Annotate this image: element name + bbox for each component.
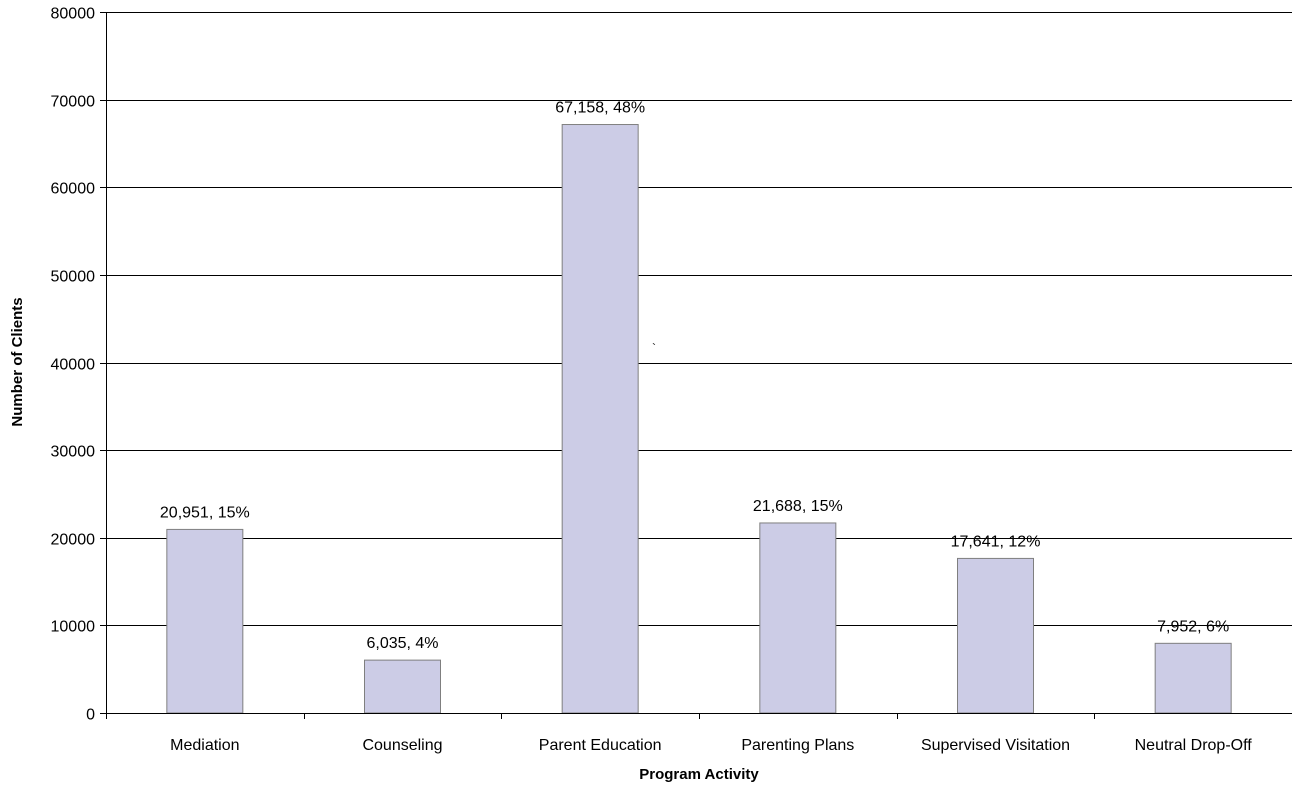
x-tick-label: Mediation: [170, 737, 239, 754]
y-tick-label: 80000: [51, 6, 96, 23]
data-label: 6,035, 4%: [366, 635, 438, 652]
x-tick-label: Supervised Visitation: [921, 737, 1070, 754]
bar: [1154, 642, 1232, 714]
data-label: 7,952, 6%: [1157, 618, 1229, 635]
data-label: 17,641, 12%: [951, 533, 1041, 550]
bar: [561, 124, 639, 714]
stray-mark: `: [652, 341, 656, 355]
bar: [166, 528, 244, 714]
data-label: 21,688, 15%: [753, 498, 843, 515]
y-tick-label: 0: [86, 707, 95, 724]
data-label: 20,951, 15%: [160, 504, 250, 521]
y-tick-label: 40000: [51, 357, 96, 374]
y-tick-label: 70000: [51, 94, 96, 111]
bar: [957, 557, 1034, 714]
x-tick-label: Counseling: [362, 737, 442, 754]
y-tick-label: 20000: [51, 532, 96, 549]
gridlines: [106, 12, 1292, 626]
labels: 0 10000 20000 30000 40000 50000 60000 70000 8000…: [51, 6, 1253, 755]
axes: [100, 12, 1292, 719]
bar: [364, 659, 441, 714]
bar: [759, 522, 837, 714]
y-tick-label: 10000: [51, 619, 96, 636]
y-axis-title: Number of Clients: [9, 297, 26, 426]
x-axis-title: Program Activity: [639, 766, 759, 783]
data-label: 67,158, 48%: [555, 100, 645, 117]
y-tick-label: 30000: [51, 444, 96, 461]
x-tick-label: Neutral Drop-Off: [1135, 737, 1253, 754]
y-tick-label: 50000: [51, 269, 96, 286]
x-tick-label: Parent Education: [539, 737, 662, 754]
bars: [166, 124, 1232, 714]
y-tick-label: 60000: [51, 181, 96, 198]
x-tick-label: Parenting Plans: [741, 737, 854, 754]
